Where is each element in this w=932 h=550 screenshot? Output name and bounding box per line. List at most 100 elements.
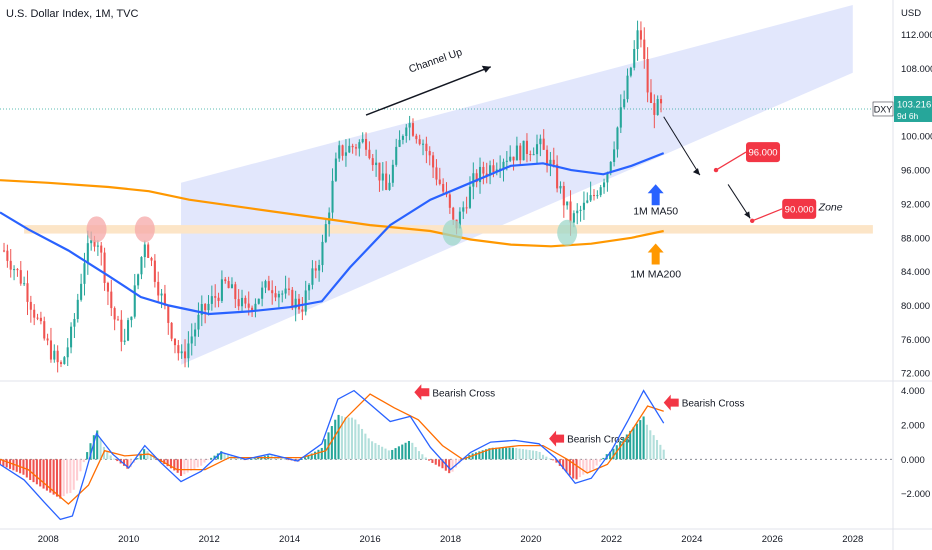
chart-title: U.S. Dollar Index, 1M, TVC [6,8,139,20]
macd-histogram-bar [287,459,290,461]
macd-histogram-bar [531,450,535,460]
macd-histogram-bar [324,439,327,460]
channel-up-label: Channel Up [407,46,463,75]
candle-body [576,210,579,214]
last-price-tag [894,95,932,122]
last-price-value: 103.216 [897,99,931,110]
macd-tick-label: 0.000 [901,455,925,466]
macd-histogram-bar [213,455,216,460]
candle-body [167,305,170,323]
candle-body [623,99,626,108]
candle-body [187,343,190,359]
macd-histogram-bar [625,434,628,460]
candle-body [556,164,559,189]
candle-body [53,350,56,360]
macd-histogram-bar [330,426,333,460]
macd-histogram-bar [190,459,193,471]
macd-histogram-bar [25,459,28,478]
macd-histogram-bar [659,444,662,460]
candle-body [398,139,401,147]
candle-body [210,296,213,304]
candle-body [204,304,207,311]
candle-body [110,291,113,309]
time-tick-label: 2028 [842,534,863,545]
candle-body [73,318,76,327]
candle-body [478,166,482,183]
ma200-line [0,179,664,248]
macd-histogram-bar [518,448,521,460]
candle-body [294,298,297,309]
macd-histogram-bar [9,459,12,469]
candle-body [244,297,247,304]
macd-histogram-bar [645,424,648,460]
macd-histogram-bar [428,459,431,461]
macd-histogram-bar [69,459,72,494]
bearish-cross-arrow [663,394,679,411]
macd-histogram-bar [314,451,317,460]
candle-body [23,283,26,285]
macd-histogram-bar [220,451,223,460]
candle-body [26,283,29,302]
macd-histogram-bar [82,459,85,463]
macd-histogram-bar [548,458,551,460]
macd-histogram-bar [545,456,548,460]
candle-body [220,279,223,301]
candle-body [83,263,86,284]
macd-histogram-bar [411,442,414,460]
candle-body [344,152,347,156]
macd-histogram-bar [481,450,484,460]
candle-body [492,165,495,173]
candle-body [297,298,301,310]
macd-histogram-bar [340,416,343,460]
candle-body [143,244,146,258]
macd-histogram-bar [498,447,501,460]
candle-body [572,213,575,223]
macd-tick-label: 2.000 [901,420,925,431]
candle-body [177,345,180,354]
candle-body [140,257,143,275]
candle-body [247,303,250,308]
candle-body [281,293,284,295]
ma50-arrow-up [647,184,664,206]
candle-body [529,153,532,155]
candle-body [388,182,391,190]
macd-histogram-bar [99,438,102,460]
macd-histogram-bar [515,447,518,460]
macd-histogram-bar [280,458,283,460]
macd-histogram-bar [401,444,404,460]
candle-body [418,139,421,145]
candle-body [549,159,552,166]
callout-label: 96.000 [748,148,777,159]
macd-histogram-bar [250,458,253,460]
candle-body [197,314,200,330]
candle-body [76,299,79,319]
macd-histogram-bar [22,459,25,475]
macd-histogram-bar [612,448,615,460]
candle-body [308,284,311,291]
projection-arrow-1 [663,116,701,176]
macd-histogram-bar [196,459,199,468]
macd-histogram-bar [474,452,478,460]
candle-body [311,268,314,285]
callout-leader [751,208,783,222]
candle-body [284,288,287,294]
candle-body [2,250,6,252]
candle-body [428,151,431,156]
macd-line [0,389,665,521]
time-tick-label: 2012 [199,534,220,545]
macd-histogram-bar [317,449,320,460]
candle-body [157,281,160,296]
macd-histogram-bar [32,459,35,483]
macd-histogram-bar [535,451,538,460]
macd-histogram-bar [565,459,568,473]
macd-histogram-bar [431,459,434,463]
candle-body [113,308,116,320]
projection-arrow-2 [727,184,751,219]
candle-body [170,322,173,339]
candle-body [482,166,485,174]
candle-body [502,161,505,169]
macd-histogram-bar [334,419,337,460]
candle-body [435,167,438,180]
macd-histogram-bar [2,459,5,466]
